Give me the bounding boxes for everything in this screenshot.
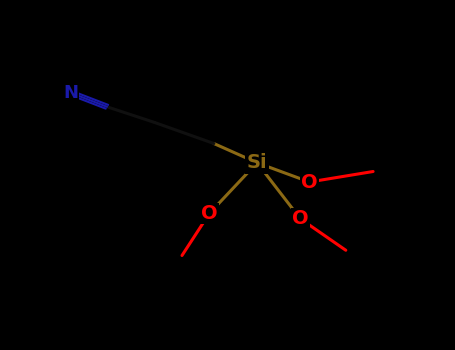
Text: N: N xyxy=(63,84,78,102)
Text: O: O xyxy=(292,209,308,228)
Text: Si: Si xyxy=(247,153,268,172)
Text: O: O xyxy=(301,173,318,191)
Text: O: O xyxy=(201,204,217,223)
